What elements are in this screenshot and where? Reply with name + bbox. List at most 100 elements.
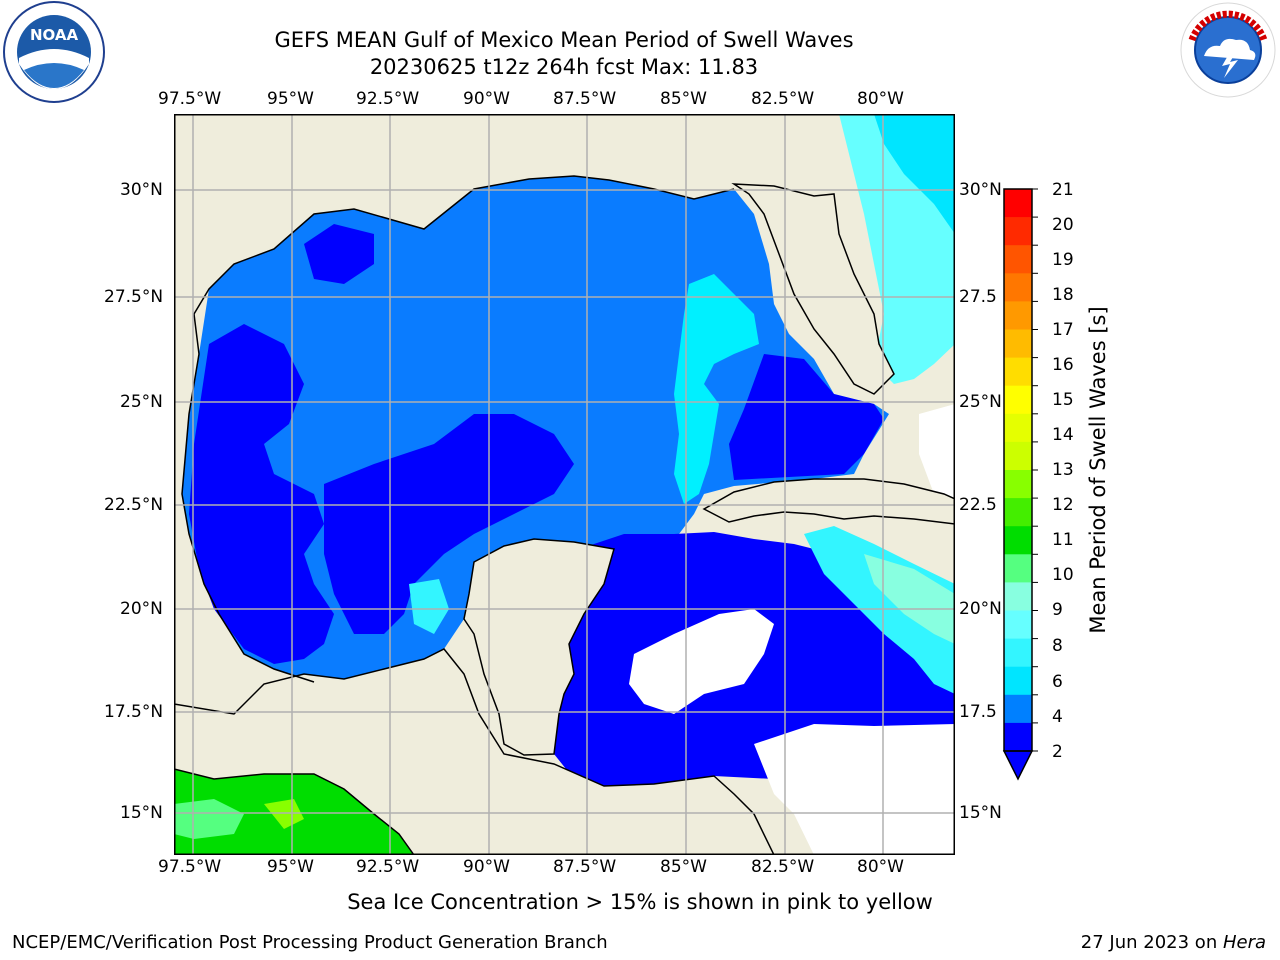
colorbar-segment <box>1004 329 1032 359</box>
pacific-yellowgreen <box>264 799 304 829</box>
gulf-water-dark-west <box>189 324 334 664</box>
colorbar-segment <box>1004 666 1032 696</box>
lat-label-left: 20°N <box>120 599 163 619</box>
colorbar-segment <box>1004 413 1032 443</box>
lon-label-bottom: 95°W <box>267 857 314 877</box>
colorbar-segment <box>1004 385 1032 415</box>
forecast-subtitle: 20230625 t12z 264h fcst Max: 11.83 <box>369 55 759 79</box>
colorbar-segment <box>1004 722 1032 752</box>
mexico-west-coast <box>181 313 315 683</box>
lon-label-top: 97.5°W <box>158 89 222 109</box>
lon-label-bottom: 82.5°W <box>751 857 815 877</box>
colorbar-segment <box>1004 245 1032 274</box>
colorbar-tick-label: 2 <box>1052 742 1063 762</box>
atlantic-cyan-deep <box>874 114 955 234</box>
colorbar-segment <box>1004 441 1032 471</box>
colorbar-tick-label: 14 <box>1052 425 1074 445</box>
small-cyan-patch <box>409 579 449 634</box>
footer-credit: NCEP/EMC/Verification Post Processing Pr… <box>12 932 608 953</box>
colorbar-extend-arrow <box>1002 750 1034 781</box>
yucatan-land <box>463 538 615 756</box>
svg-text:NOAA: NOAA <box>30 26 79 44</box>
lon-label-bottom: 90°W <box>463 857 510 877</box>
lon-label-top: 90°W <box>463 89 510 109</box>
colorbar-tick-label: 15 <box>1052 390 1074 410</box>
colorbar-tick-label: 11 <box>1052 530 1074 550</box>
loop-current-cyan <box>674 274 759 504</box>
colorbar <box>1000 186 1040 786</box>
no-data-area-2 <box>754 724 955 855</box>
lat-label-right: 15°N <box>959 803 1002 823</box>
map-area <box>173 114 956 856</box>
lat-label-left: 25°N <box>120 392 163 412</box>
colorbar-segment <box>1004 694 1032 724</box>
no-data-area-3 <box>919 404 955 509</box>
lat-label-left: 15°N <box>120 803 163 823</box>
colorbar-tick-label: 8 <box>1052 636 1063 656</box>
map-title: GEFS MEAN Gulf of Mexico Mean Period of … <box>274 28 854 52</box>
lat-label-right: 20°N <box>959 599 1002 619</box>
colorbar-tick-label: 12 <box>1052 495 1074 515</box>
lon-label-bottom: 85°W <box>660 857 707 877</box>
lon-label-top: 87.5°W <box>553 89 617 109</box>
lon-label-bottom: 92.5°W <box>356 857 420 877</box>
colorbar-segment <box>1004 301 1032 330</box>
graticule <box>174 114 955 855</box>
colorbar-label: Mean Period of Swell Waves [s] <box>1086 306 1110 634</box>
colorbar-tick-label: 10 <box>1052 565 1074 585</box>
map-frame <box>174 114 955 855</box>
gulf-water-dark-east <box>729 354 884 480</box>
caribbean-cyan-light <box>864 554 955 644</box>
gulf-water-dark-central <box>324 414 574 634</box>
colorbar-tick-label: 9 <box>1052 600 1063 620</box>
colorbar-segment <box>1004 498 1032 527</box>
colorbar-segment <box>1004 189 1032 218</box>
sea-ice-note-text: Sea Ice Concentration > 15% is shown in … <box>347 890 933 914</box>
colorbar-tick-label: 21 <box>1052 180 1074 200</box>
lon-label-top: 80°W <box>857 89 904 109</box>
lon-label-top: 92.5°W <box>356 89 420 109</box>
lat-label-left: 22.5°N <box>104 495 164 515</box>
lat-label-right: 27.5 <box>959 287 997 307</box>
colorbar-tick-label: 17 <box>1052 320 1074 340</box>
colorbar-tick-label: 20 <box>1052 215 1074 235</box>
colorbar-segment <box>1004 470 1032 499</box>
nws-logo <box>1178 0 1278 100</box>
florida-land <box>731 183 895 395</box>
footer-date-text: 27 Jun 2023 on <box>1080 932 1223 953</box>
colorbar-tick-label: 19 <box>1052 250 1074 270</box>
colorbar-segment <box>1004 526 1032 555</box>
colorbar-tick-label: 13 <box>1052 460 1074 480</box>
lat-label-right: 25°N <box>959 392 1002 412</box>
lat-label-right: 17.5 <box>959 702 997 722</box>
footer-date: 27 Jun 2023 on Hera <box>1081 932 1266 953</box>
sea-ice-note: Sea Ice Concentration > 15% is shown in … <box>0 890 1280 914</box>
footer-machine: Hera <box>1222 932 1266 953</box>
colorbar-segment <box>1004 357 1032 387</box>
lat-label-left: 17.5°N <box>104 702 164 722</box>
colorbar-tick-label: 4 <box>1052 707 1063 727</box>
lon-label-bottom: 80°W <box>857 857 904 877</box>
lon-label-bottom: 97.5°W <box>158 857 222 877</box>
lat-label-right: 22.5 <box>959 495 997 515</box>
colorbar-segment <box>1004 554 1032 583</box>
colorbar-segment <box>1004 217 1032 246</box>
colorbar-segment <box>1004 638 1032 668</box>
lon-label-top: 82.5°W <box>751 89 815 109</box>
lon-label-bottom: 87.5°W <box>553 857 617 877</box>
colorbar-segment <box>1004 273 1032 302</box>
lat-label-left: 30°N <box>120 180 163 200</box>
colorbar-segment <box>1004 582 1032 611</box>
colorbar-tick-label: 18 <box>1052 285 1074 305</box>
noaa-logo: NOAA <box>2 0 106 104</box>
lat-label-right: 30°N <box>959 180 1002 200</box>
pacific-green-light <box>174 799 244 839</box>
no-data-area-1 <box>629 609 774 714</box>
colorbar-segment <box>1004 610 1032 640</box>
caribbean-cyan <box>804 526 955 694</box>
central-america-land <box>173 648 776 856</box>
lon-label-top: 85°W <box>660 89 707 109</box>
colorbar-tick-label: 16 <box>1052 355 1074 375</box>
us-gulf-coast <box>193 175 735 315</box>
lon-label-top: 95°W <box>267 89 314 109</box>
